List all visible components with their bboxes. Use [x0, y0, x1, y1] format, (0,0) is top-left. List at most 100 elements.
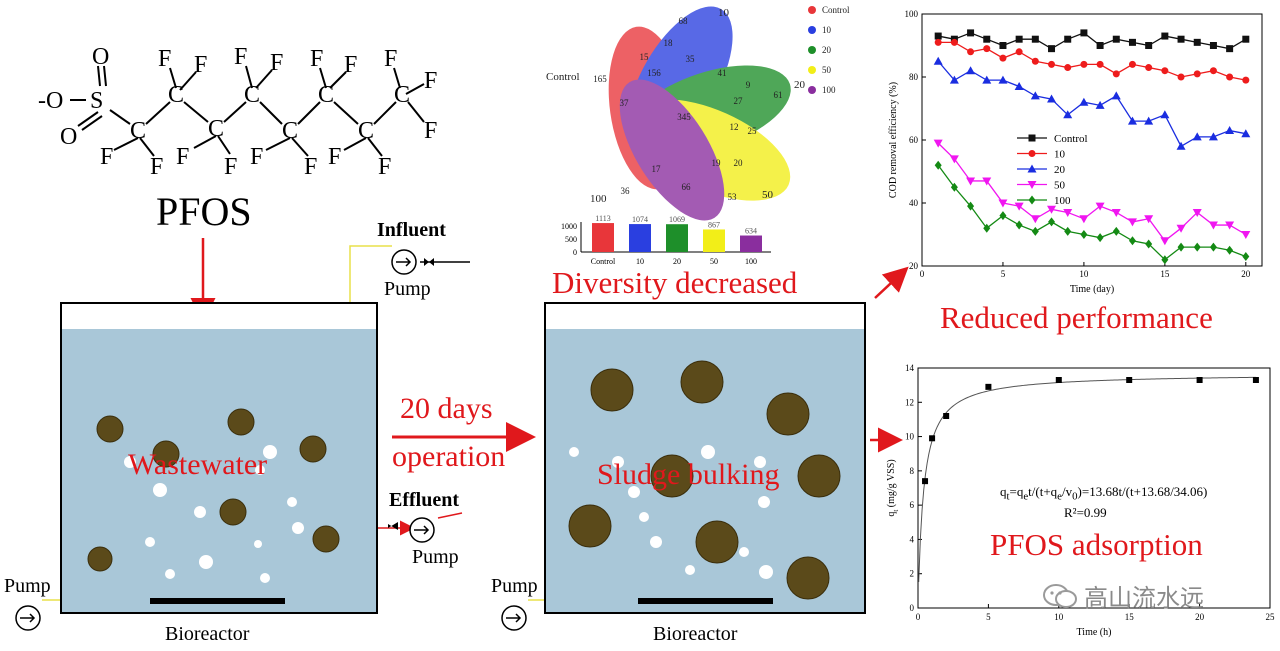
atom-oxygen-top: O [92, 44, 109, 70]
venn-bar-category: 50 [710, 257, 718, 266]
cod-point [1096, 60, 1104, 68]
adsorption-chart: 0 5 10 15 20 25 0 2 4 6 8 10 12 14 Time (h) qt (mg/g VS… [886, 363, 1275, 638]
ads-y-tick-label: 14 [905, 363, 915, 373]
ads-y-axis-label: qt (mg/g VSS) [886, 459, 900, 516]
cod-point [983, 35, 991, 43]
cod-point [1112, 70, 1120, 78]
cod-legend-label: 20 [1054, 164, 1066, 176]
cod-chart: 0 5 10 15 20 20 40 60 80 100 Time (day) COD removal… [888, 9, 1263, 295]
cod-y-tick-label: 20 [909, 261, 919, 271]
ads-point [922, 478, 929, 485]
ads-x-tick-label: 5 [986, 612, 991, 622]
cod-point [1080, 230, 1088, 239]
cod-point [998, 199, 1008, 208]
cod-point [998, 75, 1008, 84]
venn-legend-marker [808, 26, 816, 34]
atom-carbon-4: C [244, 82, 260, 108]
venn-legend-label: 20 [822, 45, 832, 55]
chat-bubble-icon [1043, 583, 1077, 608]
atom-sulfur: S [90, 88, 103, 114]
venn-count: 61 [774, 90, 783, 100]
cod-point [1192, 208, 1202, 217]
cod-point [1030, 215, 1040, 224]
cod-x-tick-label: 0 [920, 269, 925, 279]
cod-point [1128, 60, 1136, 68]
venn-bar-category: Control [591, 257, 616, 266]
influent-pump-icon [391, 249, 434, 275]
ads-y-tick-label: 2 [910, 569, 915, 579]
cod-point [1128, 236, 1136, 246]
venn-legend-label: 100 [822, 85, 836, 95]
venn-count: 165 [593, 74, 607, 84]
ads-y-tick-label: 4 [910, 534, 915, 544]
cod-point [1192, 132, 1202, 141]
venn-set-100 [619, 79, 725, 221]
cod-y-tick-label: 40 [909, 198, 919, 208]
atom-fluorine: F [304, 154, 317, 180]
cod-point [1048, 60, 1056, 68]
venn-legend-marker [808, 46, 816, 54]
bioreactor-left-caption: Bioreactor [165, 623, 250, 645]
effluent-outlet [437, 512, 463, 519]
cod-point [1193, 70, 1201, 78]
cod-point [1128, 38, 1136, 46]
operation-label: operation [392, 440, 506, 473]
performance-arrow [874, 266, 909, 299]
air-pump-right-label: Pump [491, 575, 538, 597]
adsorption-r2: R²=0.99 [1064, 505, 1107, 520]
cod-point [1014, 202, 1024, 211]
venn-count: 156 [647, 68, 661, 78]
cod-point [1031, 57, 1039, 65]
atom-fluorine: F [384, 46, 397, 72]
cod-point [982, 177, 992, 186]
atom-fluorine: F [176, 144, 189, 170]
cod-point [1226, 245, 1234, 255]
cod-legend-label: 100 [1054, 195, 1071, 207]
performance-caption: Reduced performance [940, 300, 1213, 335]
atom-carbon-3: C [208, 116, 224, 142]
venn-bar-tick: 0 [573, 248, 577, 257]
cod-point [1145, 42, 1153, 49]
cod-point [1095, 202, 1105, 211]
cod-point [1241, 129, 1251, 138]
cod-x-tick-label: 20 [1241, 269, 1251, 279]
air-pump-left-label: Pump [4, 575, 51, 597]
venn-legend-marker [808, 6, 816, 14]
venn-bar [629, 224, 651, 252]
cod-point [1209, 242, 1217, 252]
atom-fluorine: F [424, 118, 437, 144]
cod-point [934, 38, 942, 46]
cod-point [949, 155, 959, 164]
ads-y-tick-label: 6 [910, 500, 915, 510]
ads-x-tick-label: 20 [1195, 612, 1205, 622]
cod-point [1080, 60, 1088, 68]
venn-bar-value: 634 [745, 227, 757, 236]
atom-fluorine: F [270, 50, 283, 76]
cod-point [1064, 226, 1072, 236]
venn-label-100: 100 [590, 193, 607, 205]
cod-series [934, 29, 1250, 53]
cod-point [1242, 35, 1250, 43]
cod-point [1161, 255, 1169, 265]
cod-x-axis-label: Time (day) [1070, 284, 1114, 295]
atom-fluorine: F [378, 154, 391, 180]
cod-point [1208, 132, 1218, 141]
venn-count: 20 [734, 158, 744, 168]
cod-point [950, 182, 958, 192]
venn-legend-marker [808, 66, 816, 74]
cod-point [1225, 126, 1235, 135]
cod-point [999, 42, 1007, 49]
bubbles-right [569, 445, 773, 579]
ads-point [1252, 377, 1259, 383]
cod-point [1014, 81, 1024, 90]
cod-point [1027, 181, 1037, 189]
cod-point [1242, 76, 1250, 84]
cod-point [1161, 67, 1169, 75]
cod-point [967, 48, 975, 56]
cod-point [1242, 252, 1250, 262]
venn-count: 25 [748, 126, 758, 136]
ads-y-tick-label: 8 [910, 466, 915, 476]
venn-bar-category: 20 [673, 257, 681, 266]
atom-carbon-7: C [358, 118, 374, 144]
cod-series [933, 139, 1251, 246]
